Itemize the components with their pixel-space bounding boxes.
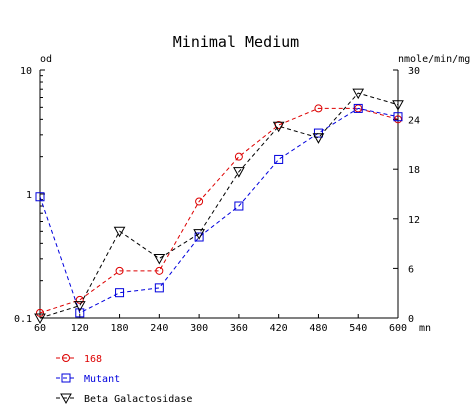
data-point-beta-galactosidase (392, 100, 404, 111)
data-point-168 (195, 197, 204, 206)
data-point-168 (234, 152, 243, 161)
series-mutant (35, 103, 403, 318)
legend-item-beta-galactosidase: Beta Galactosidase (56, 393, 192, 405)
x-axis-unit-label: mn (419, 323, 431, 334)
data-point-168 (314, 104, 323, 113)
legend-label: Beta Galactosidase (84, 394, 192, 405)
data-point-beta-galactosidase (153, 253, 166, 265)
data-point-mutant (274, 154, 284, 164)
series-beta-galactosidase (34, 88, 404, 325)
left-tick-label: 0.1 (14, 314, 32, 325)
left-axis-label: od (40, 54, 52, 65)
legend-marker (61, 373, 71, 383)
data-point-beta-galactosidase (272, 121, 285, 133)
data-point-mutant (75, 308, 85, 318)
data-point-beta-galactosidase (233, 167, 245, 178)
data-point-beta-galactosidase (312, 133, 325, 144)
data-point-168 (155, 266, 164, 275)
legend-label: 168 (84, 354, 102, 365)
series-layer (34, 88, 404, 325)
left-tick-label: 1 (26, 190, 32, 201)
data-point-168 (75, 295, 84, 304)
x-tick-label: 60 (34, 323, 46, 334)
series-line-mutant (39, 107, 399, 314)
data-point-beta-galactosidase (34, 313, 46, 325)
x-tick-label: 540 (349, 323, 367, 334)
data-point-mutant (35, 192, 45, 202)
data-point-mutant (313, 128, 323, 138)
data-point-mutant (393, 112, 403, 122)
legend-marker (62, 354, 70, 362)
x-tick-label: 480 (309, 323, 327, 334)
x-tick-label: 360 (230, 323, 248, 334)
data-point-mutant (154, 283, 164, 293)
right-tick-label: 12 (408, 215, 420, 226)
data-point-mutant (353, 103, 363, 113)
data-point-mutant (115, 288, 125, 298)
legend-label: Mutant (84, 374, 120, 385)
legend-item-168: 168 (56, 354, 102, 365)
data-point-beta-galactosidase (352, 88, 365, 100)
data-point-beta-galactosidase (73, 301, 86, 312)
data-point-mutant (234, 201, 244, 211)
x-tick-label: 240 (150, 323, 168, 334)
data-point-mutant (194, 232, 204, 242)
series-line-168 (39, 107, 399, 314)
right-tick-label: 0 (408, 314, 414, 325)
series-line-beta-galactosidase (39, 92, 399, 319)
right-tick-label: 24 (408, 116, 420, 127)
x-tick-label: 120 (71, 323, 89, 334)
x-tick-label: 420 (270, 323, 288, 334)
data-point-beta-galactosidase (193, 229, 205, 240)
chart-title: Minimal Medium (173, 33, 299, 51)
x-tick-label: 300 (190, 323, 208, 334)
data-point-beta-galactosidase (113, 226, 126, 238)
right-tick-label: 6 (408, 264, 414, 275)
legend: 168 Mutant Beta Galactosidase (56, 354, 192, 405)
legend-item-mutant: Mutant (56, 373, 120, 385)
axis-ticks: 60 120 180 240 300 360 420 480 540 600 0.1 1 10 0 6 12 1… (14, 66, 420, 334)
right-tick-label: 30 (408, 66, 420, 77)
right-axis-label: nmole/min/mg (398, 54, 470, 65)
right-tick-label: 18 (408, 165, 420, 176)
left-tick-label: 10 (20, 66, 32, 77)
data-point-168 (115, 266, 124, 275)
data-point-168 (36, 308, 44, 317)
legend-marker (60, 393, 72, 405)
x-tick-label: 600 (389, 323, 407, 334)
x-tick-label: 180 (111, 323, 129, 334)
